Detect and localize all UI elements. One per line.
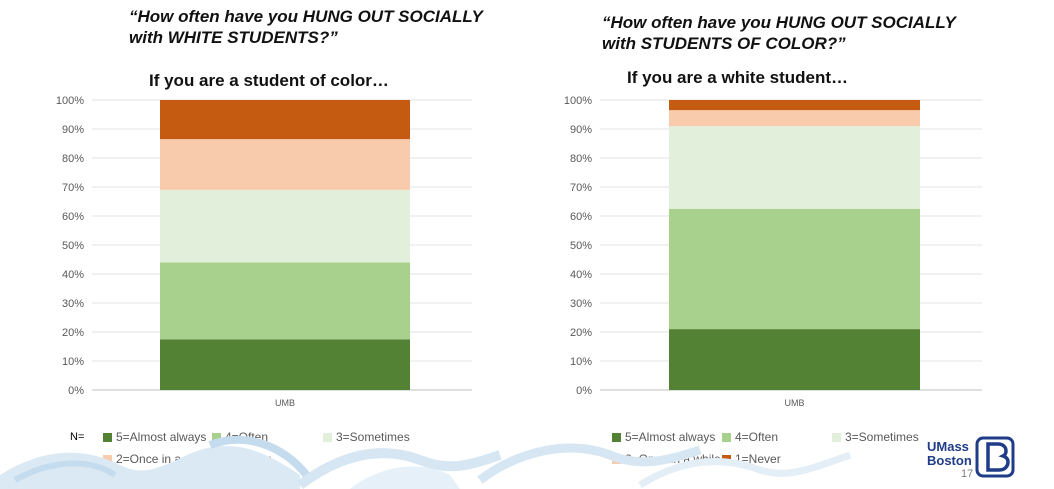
left-chart-subtitle: If you are a student of color… [149,71,389,90]
legend-label: 5=Almost always [625,430,716,444]
y-tick-label: 90% [62,124,84,136]
bar-segment-0 [669,329,920,390]
y-tick-label: 60% [62,211,84,223]
umass-boston-logo: UMass Boston [927,434,1019,480]
y-tick-label: 20% [570,327,592,339]
legend-label: 4=Often [735,430,779,444]
left-stacked-bar-chart: 0% 10% 20% 30% 40% 50% 60% 70% 80% 90% 100% UMB [0,88,500,418]
y-tick-label: 10% [62,356,84,368]
legend-item: 5=Almost always [103,430,206,444]
y-tick-label: 90% [570,124,592,136]
legend-swatch [323,432,332,442]
y-tick-label: 30% [570,298,592,310]
y-tick-label: 40% [62,269,84,281]
right-chart-svg: 0% 10% 20% 30% 40% 50% 60% 70% 80% 90% 100% UMB [564,95,982,408]
category-label: UMB [785,398,805,408]
legend-label: 5=Almost always [116,430,207,444]
bar-segment-4 [160,100,410,140]
bar-segment-1 [160,262,410,340]
y-tick-label: 80% [570,153,592,165]
y-tick-label: 100% [564,95,592,107]
legend-item: 4=Often [722,430,778,444]
bar-segment-1 [669,208,920,330]
bar-segment-2 [160,189,410,263]
left-question-title: “How often have you HUNG OUT SOCIALLY wi… [129,7,483,47]
y-tick-label: 40% [570,269,592,281]
legend-item: 3=Sometimes [323,430,410,444]
legend-swatch [832,432,841,442]
legend-label: 3=Sometimes [336,430,410,444]
y-tick-label: 0% [576,385,592,397]
y-tick-label: 70% [570,182,592,194]
legend-swatch [722,432,731,442]
legend-swatch [103,432,112,442]
legend-swatch [103,454,112,464]
y-tick-label: 50% [570,240,592,252]
legend-label: 3=Sometimes [845,430,919,444]
y-tick-label: 30% [62,298,84,310]
bar-segment-3 [669,110,920,127]
legend-item: 3=Sometimes [832,430,919,444]
y-tick-label: 10% [570,356,592,368]
right-stacked-bar-chart: 0% 10% 20% 30% 40% 50% 60% 70% 80% 90% 100% UMB [0,88,1054,418]
bar-segment-0 [160,339,410,390]
y-tick-label: 20% [62,327,84,339]
bar-segment-4 [669,100,920,111]
y-tick-label: 50% [62,240,84,252]
legend-swatch [212,432,221,442]
legend-item: 5=Almost always [612,430,715,444]
right-question-title: “How often have you HUNG OUT SOCIALLY wi… [602,13,956,53]
umass-boston-b-icon [975,436,1015,478]
y-tick-label: 100% [56,95,84,107]
left-chart-svg: 0% 10% 20% 30% 40% 50% 60% 70% 80% 90% 100% UMB [56,95,472,408]
decorative-wave-footer [0,435,852,489]
bar-segment-2 [669,126,920,209]
y-tick-label: 80% [62,153,84,165]
page-number: 17 [961,468,974,480]
legend-swatch [612,432,621,442]
y-tick-label: 0% [68,385,84,397]
right-chart-subtitle: If you are a white student… [627,68,849,87]
y-tick-label: 70% [62,182,84,194]
y-tick-label: 60% [570,211,592,223]
logo-text: UMass Boston [927,439,972,468]
bar-segment-3 [160,139,410,190]
n-label: N= [70,431,85,443]
category-label: UMB [275,398,295,408]
